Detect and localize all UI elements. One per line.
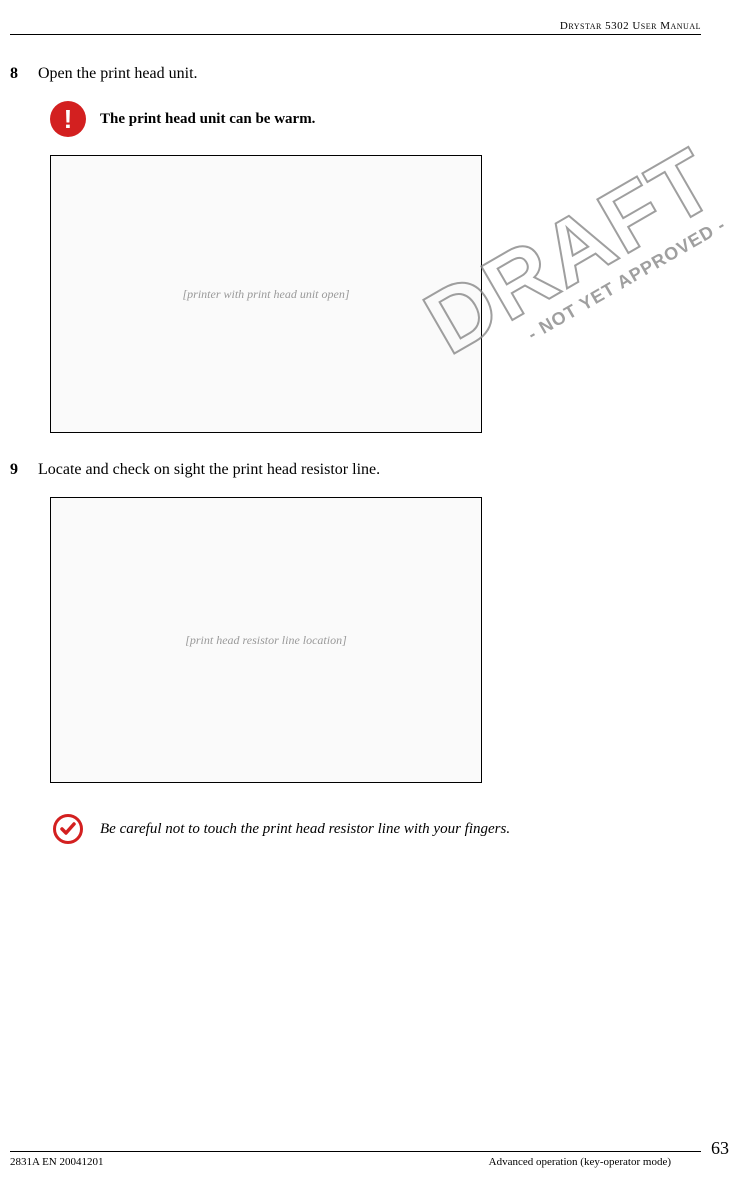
step-number: 8 — [10, 65, 38, 83]
manual-page: Drystar 5302 User Manual DRAFT - NOT YET… — [0, 0, 741, 1186]
figure-2: [print head resistor line location] — [50, 497, 482, 783]
step-9: 9 Locate and check on sight the print he… — [10, 461, 701, 479]
watermark-sub: - NOT YET APPROVED - — [455, 214, 730, 385]
footer-section: Advanced operation (key-operator mode) — [489, 1156, 671, 1168]
figure-1-placeholder: [printer with print head unit open] — [182, 287, 349, 302]
note-callout: Be careful not to touch the print head r… — [50, 811, 701, 847]
header-title: Drystar 5302 User Manual — [560, 20, 701, 32]
step-number: 9 — [10, 461, 38, 479]
page-footer: 2831A EN 20041201 Advanced operation (ke… — [10, 1151, 701, 1168]
footer-doc-id: 2831A EN 20041201 — [10, 1156, 104, 1168]
step-8: 8 Open the print head unit. — [10, 65, 701, 83]
page-number: 63 — [711, 1138, 729, 1159]
check-icon-wrap — [50, 811, 86, 847]
figure-2-placeholder: [print head resistor line location] — [185, 633, 347, 648]
note-text: Be careful not to touch the print head r… — [100, 821, 510, 838]
step-text: Open the print head unit. — [38, 65, 198, 83]
check-icon — [53, 814, 83, 844]
page-header: Drystar 5302 User Manual — [10, 20, 701, 35]
warning-icon: ! — [50, 101, 86, 137]
figure-1: [printer with print head unit open] — [50, 155, 482, 433]
exclamation-icon: ! — [64, 104, 73, 135]
warning-callout: ! The print head unit can be warm. — [50, 101, 701, 137]
step-text: Locate and check on sight the print head… — [38, 461, 380, 479]
warning-text: The print head unit can be warm. — [100, 111, 315, 128]
